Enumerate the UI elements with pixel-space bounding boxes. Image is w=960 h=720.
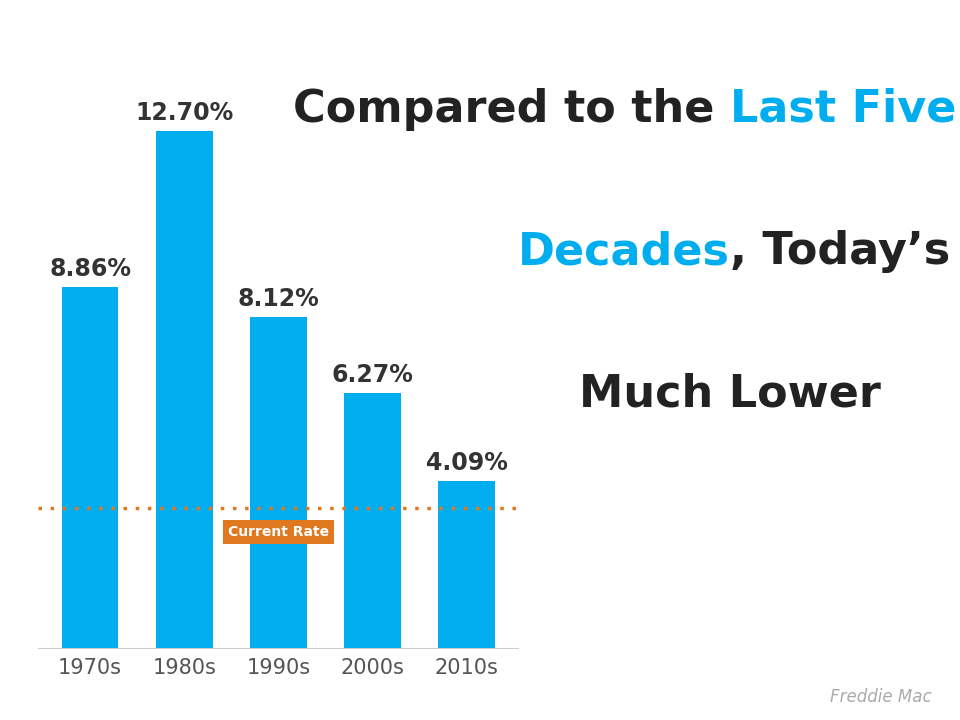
Bar xyxy=(251,318,306,648)
Text: 8.86%: 8.86% xyxy=(49,257,132,281)
Text: Last Five: Last Five xyxy=(730,88,956,131)
Bar xyxy=(62,287,118,648)
Text: , Today’s Rate Is: , Today’s Rate Is xyxy=(730,230,960,274)
Text: Current Rate: Current Rate xyxy=(228,525,329,539)
Text: 4.09%: 4.09% xyxy=(425,451,508,475)
Text: 6.27%: 6.27% xyxy=(331,363,414,387)
Text: Much Lower: Much Lower xyxy=(579,373,880,416)
Text: 12.70%: 12.70% xyxy=(135,101,233,125)
Bar xyxy=(345,392,400,648)
Text: Compared to the: Compared to the xyxy=(293,88,730,131)
Bar xyxy=(156,131,212,648)
Text: 8.12%: 8.12% xyxy=(237,287,320,311)
Text: Freddie Mac: Freddie Mac xyxy=(829,688,931,706)
Bar xyxy=(439,482,494,648)
Text: Decades: Decades xyxy=(517,230,730,274)
Text: Compared to the Last Five: Compared to the Last Five xyxy=(398,88,960,131)
